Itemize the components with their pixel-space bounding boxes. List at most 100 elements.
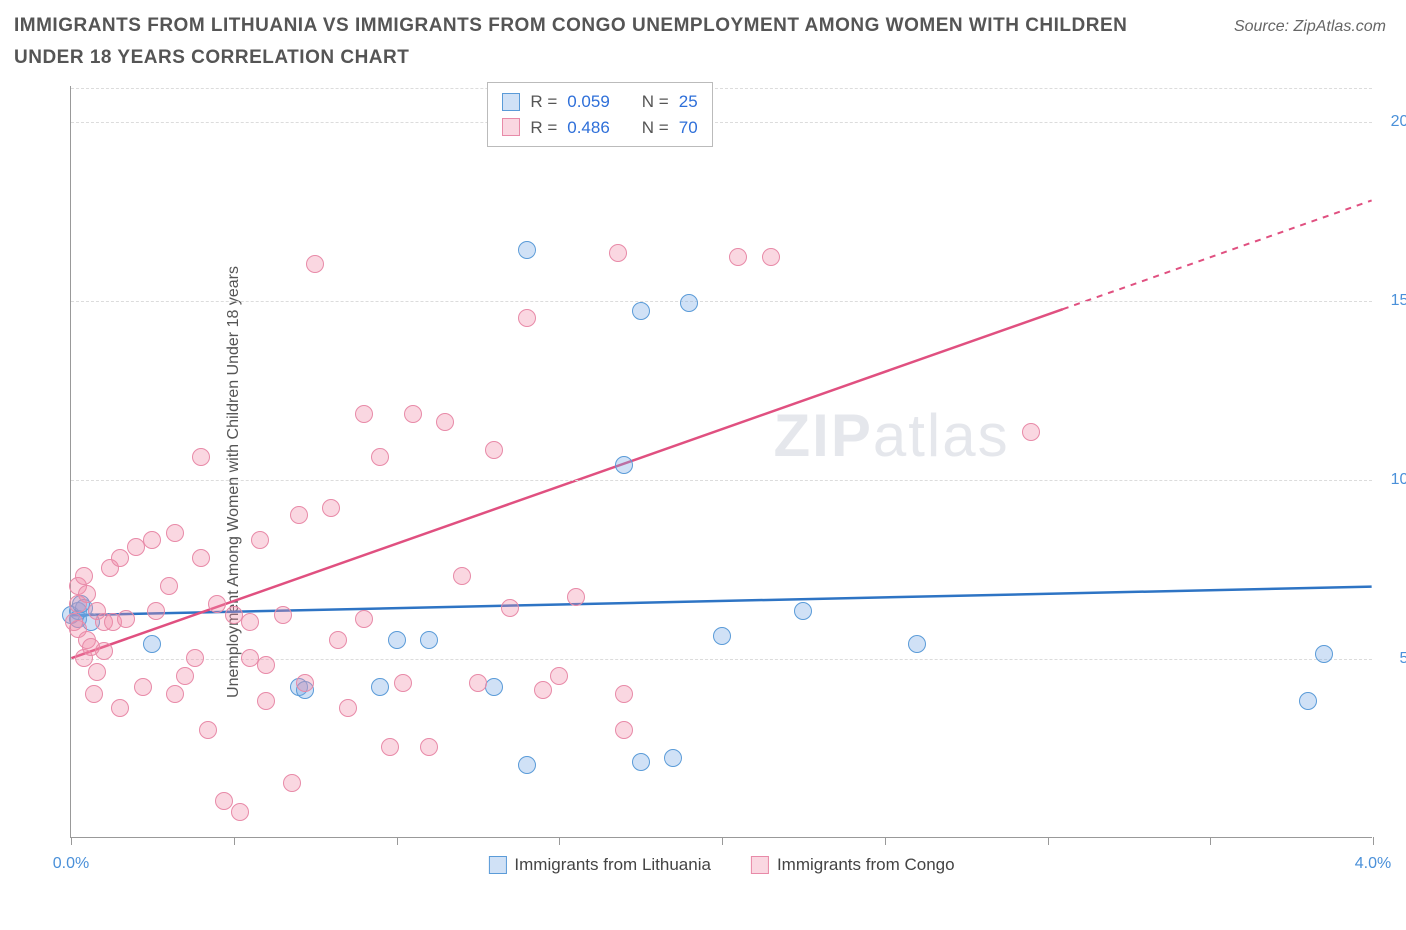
watermark: ZIPatlas xyxy=(774,401,1010,470)
scatter-point xyxy=(501,599,519,617)
stats-row: R =0.486N =70 xyxy=(502,115,697,141)
scatter-point xyxy=(339,699,357,717)
scatter-point xyxy=(794,602,812,620)
scatter-point xyxy=(186,649,204,667)
scatter-point xyxy=(111,699,129,717)
scatter-point xyxy=(88,663,106,681)
scatter-point xyxy=(85,685,103,703)
r-label: R = xyxy=(530,89,557,115)
scatter-point xyxy=(394,674,412,692)
scatter-point xyxy=(257,692,275,710)
scatter-point xyxy=(290,506,308,524)
scatter-point xyxy=(192,448,210,466)
scatter-point xyxy=(567,588,585,606)
scatter-point xyxy=(609,244,627,262)
scatter-point xyxy=(241,649,259,667)
scatter-point xyxy=(143,531,161,549)
scatter-point xyxy=(518,756,536,774)
legend-swatch xyxy=(751,856,769,874)
scatter-point xyxy=(615,721,633,739)
scatter-point xyxy=(322,499,340,517)
scatter-point xyxy=(274,606,292,624)
gridline xyxy=(71,480,1372,481)
watermark-bold: ZIP xyxy=(774,402,873,469)
scatter-point xyxy=(251,531,269,549)
scatter-point xyxy=(176,667,194,685)
scatter-point xyxy=(257,656,275,674)
scatter-point xyxy=(371,678,389,696)
scatter-point xyxy=(680,294,698,312)
scatter-point xyxy=(534,681,552,699)
x-tick xyxy=(1048,837,1049,845)
scatter-point xyxy=(1299,692,1317,710)
source-attribution: Source: ZipAtlas.com xyxy=(1234,18,1386,36)
scatter-point xyxy=(1315,645,1333,663)
x-tick xyxy=(885,837,886,845)
legend-item: Immigrants from Congo xyxy=(751,855,955,875)
n-value: 25 xyxy=(679,89,698,115)
scatter-point xyxy=(615,456,633,474)
scatter-point xyxy=(215,792,233,810)
watermark-rest: atlas xyxy=(873,402,1010,469)
x-tick xyxy=(397,837,398,845)
chart-container: Unemployment Among Women with Children U… xyxy=(14,78,1392,886)
scatter-point xyxy=(296,674,314,692)
scatter-point xyxy=(550,667,568,685)
x-tick xyxy=(722,837,723,845)
x-tick-label: 4.0% xyxy=(1355,855,1391,873)
scatter-point xyxy=(664,749,682,767)
scatter-point xyxy=(518,241,536,259)
scatter-point xyxy=(355,610,373,628)
scatter-point xyxy=(388,631,406,649)
scatter-point xyxy=(436,413,454,431)
scatter-point xyxy=(485,441,503,459)
scatter-point xyxy=(518,309,536,327)
scatter-point xyxy=(143,635,161,653)
scatter-point xyxy=(192,549,210,567)
scatter-point xyxy=(283,774,301,792)
n-label: N = xyxy=(642,89,669,115)
y-tick-label: 20.0% xyxy=(1391,113,1406,131)
scatter-point xyxy=(231,803,249,821)
r-value: 0.486 xyxy=(567,115,610,141)
scatter-point xyxy=(160,577,178,595)
legend: Immigrants from LithuaniaImmigrants from… xyxy=(488,855,954,875)
plot-area: ZIPatlas 5.0%10.0%15.0%20.0%0.0%4.0%R =0… xyxy=(70,86,1372,838)
scatter-point xyxy=(485,678,503,696)
scatter-point xyxy=(127,538,145,556)
scatter-point xyxy=(75,567,93,585)
legend-swatch xyxy=(502,118,520,136)
trend-lines-layer xyxy=(71,86,1372,837)
x-tick xyxy=(71,837,72,845)
legend-swatch xyxy=(502,93,520,111)
scatter-point xyxy=(404,405,422,423)
x-tick xyxy=(234,837,235,845)
y-tick-label: 15.0% xyxy=(1391,292,1406,310)
r-label: R = xyxy=(530,115,557,141)
stats-row: R = 0.059 N = 25 xyxy=(502,89,697,115)
scatter-point xyxy=(762,248,780,266)
y-tick-label: 5.0% xyxy=(1400,650,1406,668)
scatter-point xyxy=(615,685,633,703)
scatter-point xyxy=(1022,423,1040,441)
chart-title: IMMIGRANTS FROM LITHUANIA VS IMMIGRANTS … xyxy=(14,10,1134,75)
scatter-point xyxy=(166,524,184,542)
scatter-point xyxy=(208,595,226,613)
scatter-point xyxy=(420,738,438,756)
scatter-point xyxy=(166,685,184,703)
x-tick xyxy=(1373,837,1374,845)
scatter-point xyxy=(632,753,650,771)
scatter-point xyxy=(453,567,471,585)
scatter-point xyxy=(355,405,373,423)
gridline xyxy=(71,88,1372,89)
scatter-point xyxy=(381,738,399,756)
x-tick xyxy=(559,837,560,845)
x-tick xyxy=(1210,837,1211,845)
scatter-point xyxy=(908,635,926,653)
r-value: 0.059 xyxy=(567,89,610,115)
scatter-point xyxy=(420,631,438,649)
scatter-point xyxy=(147,602,165,620)
legend-swatch xyxy=(488,856,506,874)
y-tick-label: 10.0% xyxy=(1391,471,1406,489)
scatter-point xyxy=(111,549,129,567)
